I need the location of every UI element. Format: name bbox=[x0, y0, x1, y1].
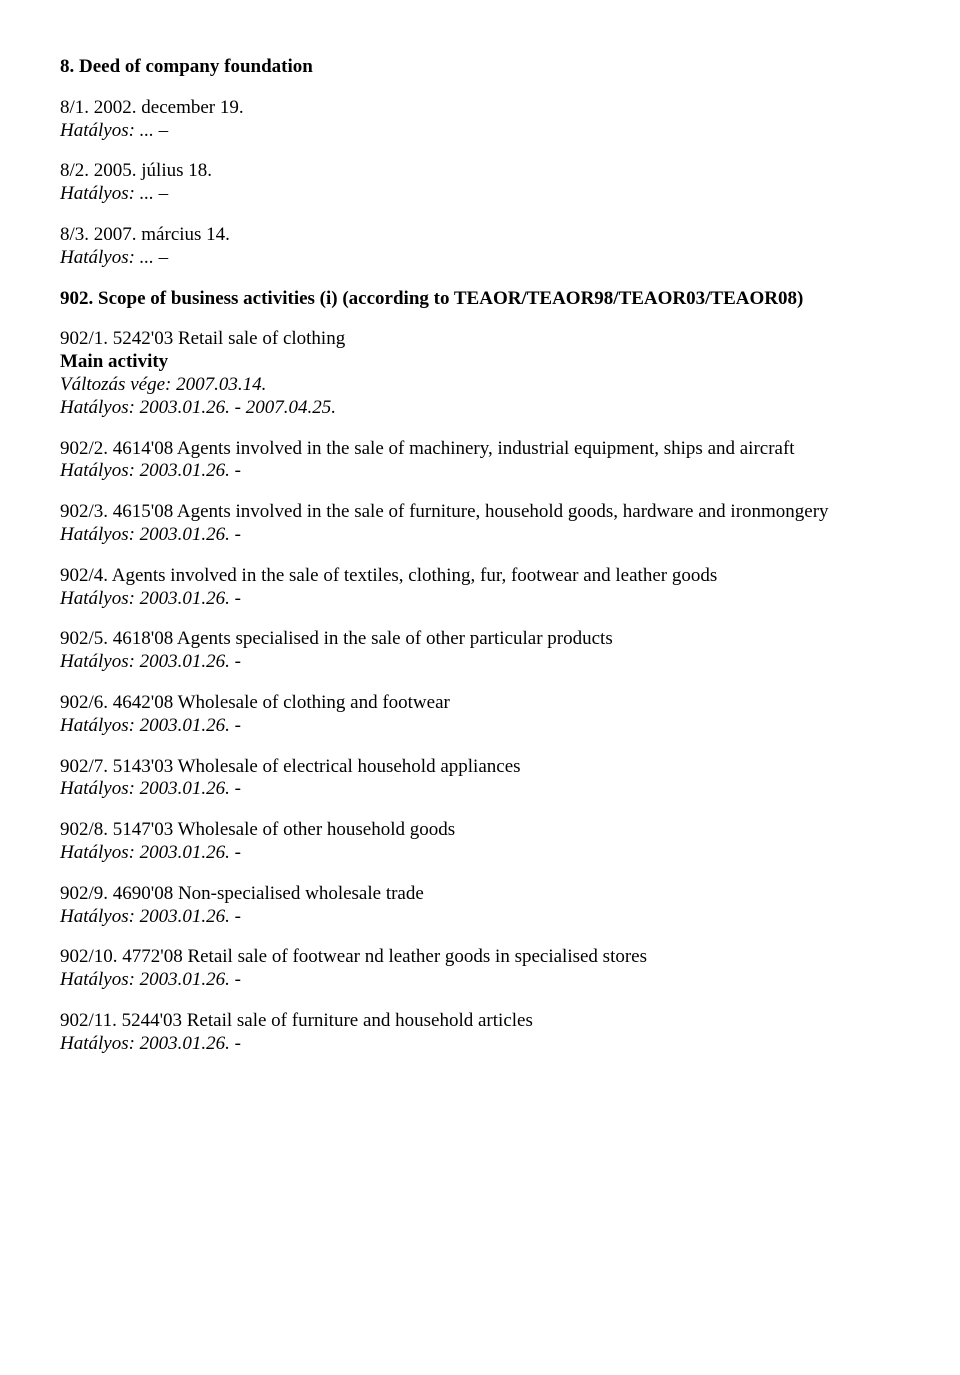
hatalyos-line: Hatályos: 2003.01.26. - bbox=[60, 906, 900, 929]
activity-code: 902/1. 5242'03 Retail sale of clothing bbox=[60, 328, 900, 351]
activity-entry: 902/4. Agents involved in the sale of te… bbox=[60, 565, 900, 611]
activity-code: 902/2. 4614'08 Agents involved in the sa… bbox=[60, 438, 900, 461]
activity-code: 902/5. 4618'08 Agents specialised in the… bbox=[60, 628, 900, 651]
section-902-heading: 902. Scope of business activities (i) (a… bbox=[60, 288, 900, 311]
activity-code: 902/9. 4690'08 Non-specialised wholesale… bbox=[60, 883, 900, 906]
deed-code: 8/3. 2007. március 14. bbox=[60, 224, 900, 247]
activity-code: 902/7. 5143'03 Wholesale of electrical h… bbox=[60, 756, 900, 779]
deed-entry: 8/1. 2002. december 19. Hatályos: ... – bbox=[60, 97, 900, 143]
deed-hatalyos: Hatályos: ... – bbox=[60, 183, 900, 206]
hatalyos-line: Hatályos: 2003.01.26. - bbox=[60, 778, 900, 801]
activity-code: 902/10. 4772'08 Retail sale of footwear … bbox=[60, 946, 900, 969]
activity-entry: 902/3. 4615'08 Agents involved in the sa… bbox=[60, 501, 900, 547]
section-8-heading: 8. Deed of company foundation bbox=[60, 56, 900, 79]
deed-hatalyos: Hatályos: ... – bbox=[60, 120, 900, 143]
activity-entry: 902/6. 4642'08 Wholesale of clothing and… bbox=[60, 692, 900, 738]
activity-entry: 902/8. 5147'03 Wholesale of other househ… bbox=[60, 819, 900, 865]
deed-entry: 8/2. 2005. július 18. Hatályos: ... – bbox=[60, 160, 900, 206]
hatalyos-line: Hatályos: 2003.01.26. - bbox=[60, 460, 900, 483]
deed-code: 8/2. 2005. július 18. bbox=[60, 160, 900, 183]
activity-entry: 902/5. 4618'08 Agents specialised in the… bbox=[60, 628, 900, 674]
hatalyos-line: Hatályos: 2003.01.26. - bbox=[60, 715, 900, 738]
hatalyos-line: Hatályos: 2003.01.26. - bbox=[60, 524, 900, 547]
activity-main-entry: 902/1. 5242'03 Retail sale of clothing M… bbox=[60, 328, 900, 419]
activity-entry: 902/7. 5143'03 Wholesale of electrical h… bbox=[60, 756, 900, 802]
activity-code: 902/4. Agents involved in the sale of te… bbox=[60, 565, 900, 588]
hatalyos-line: Hatályos: 2003.01.26. - bbox=[60, 969, 900, 992]
hatalyos-line: Hatályos: 2003.01.26. - bbox=[60, 651, 900, 674]
activity-entry: 902/2. 4614'08 Agents involved in the sa… bbox=[60, 438, 900, 484]
hatalyos-line: Hatályos: 2003.01.26. - bbox=[60, 1033, 900, 1056]
hatalyos-line: Hatályos: 2003.01.26. - bbox=[60, 588, 900, 611]
deed-hatalyos: Hatályos: ... – bbox=[60, 247, 900, 270]
activity-code: 902/11. 5244'03 Retail sale of furniture… bbox=[60, 1010, 900, 1033]
activity-entry: 902/10. 4772'08 Retail sale of footwear … bbox=[60, 946, 900, 992]
deed-entry: 8/3. 2007. március 14. Hatályos: ... – bbox=[60, 224, 900, 270]
activity-entry: 902/11. 5244'03 Retail sale of furniture… bbox=[60, 1010, 900, 1056]
activity-code: 902/8. 5147'03 Wholesale of other househ… bbox=[60, 819, 900, 842]
valtozas-line: Változás vége: 2007.03.14. bbox=[60, 374, 900, 397]
main-activity-label: Main activity bbox=[60, 351, 900, 374]
activity-code: 902/6. 4642'08 Wholesale of clothing and… bbox=[60, 692, 900, 715]
activity-entry: 902/9. 4690'08 Non-specialised wholesale… bbox=[60, 883, 900, 929]
activity-code: 902/3. 4615'08 Agents involved in the sa… bbox=[60, 501, 900, 524]
deed-code: 8/1. 2002. december 19. bbox=[60, 97, 900, 120]
hatalyos-line: Hatályos: 2003.01.26. - bbox=[60, 842, 900, 865]
hatalyos-line: Hatályos: 2003.01.26. - 2007.04.25. bbox=[60, 397, 900, 420]
